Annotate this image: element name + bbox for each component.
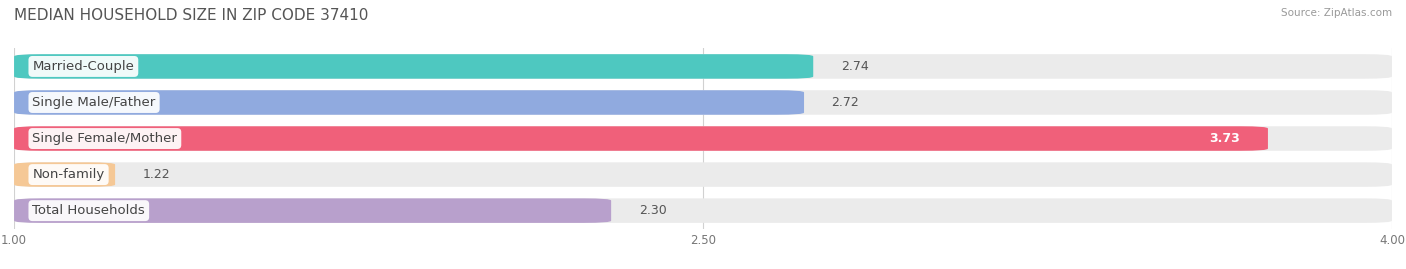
Text: 2.30: 2.30 <box>638 204 666 217</box>
FancyBboxPatch shape <box>14 126 1392 151</box>
Text: MEDIAN HOUSEHOLD SIZE IN ZIP CODE 37410: MEDIAN HOUSEHOLD SIZE IN ZIP CODE 37410 <box>14 8 368 23</box>
Text: Non-family: Non-family <box>32 168 104 181</box>
Text: 2.74: 2.74 <box>841 60 869 73</box>
FancyBboxPatch shape <box>14 162 1392 187</box>
Text: Married-Couple: Married-Couple <box>32 60 135 73</box>
FancyBboxPatch shape <box>14 54 813 79</box>
Text: 3.73: 3.73 <box>1209 132 1240 145</box>
Text: Source: ZipAtlas.com: Source: ZipAtlas.com <box>1281 8 1392 18</box>
FancyBboxPatch shape <box>14 54 1392 79</box>
FancyBboxPatch shape <box>14 126 1268 151</box>
Text: Total Households: Total Households <box>32 204 145 217</box>
FancyBboxPatch shape <box>14 90 1392 115</box>
Text: Single Female/Mother: Single Female/Mother <box>32 132 177 145</box>
FancyBboxPatch shape <box>14 90 804 115</box>
FancyBboxPatch shape <box>14 198 1392 223</box>
Text: 2.72: 2.72 <box>831 96 859 109</box>
FancyBboxPatch shape <box>14 198 612 223</box>
Text: Single Male/Father: Single Male/Father <box>32 96 156 109</box>
FancyBboxPatch shape <box>14 162 115 187</box>
Text: 1.22: 1.22 <box>142 168 170 181</box>
